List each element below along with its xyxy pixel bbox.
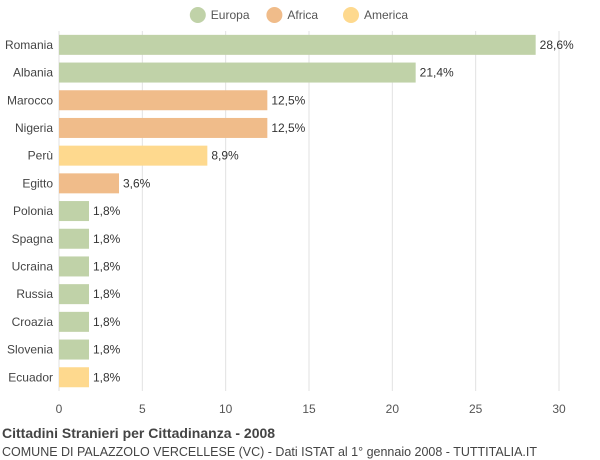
bar-chart: Romania 28,6% Albania 21,4% Marocco 12,5% Nige… (5, 7, 574, 416)
value-label: 1,8% (93, 370, 121, 384)
bar-spagna (59, 228, 89, 249)
bar-albania (59, 62, 416, 83)
category-label: Marocco (7, 93, 53, 107)
category-label: Ucraina (12, 259, 54, 273)
bars (59, 34, 536, 388)
category-label: Russia (16, 287, 53, 301)
bar-slovenia (59, 339, 89, 360)
category-label: Nigeria (15, 121, 53, 135)
legend-swatch-africa (266, 7, 283, 23)
value-label: 28,6% (540, 38, 574, 52)
value-label: 21,4% (420, 66, 454, 80)
value-label: 12,5% (271, 93, 305, 107)
value-label: 3,6% (123, 176, 151, 190)
x-tick-label: 20 (386, 402, 400, 416)
x-axis-ticks: 0 5 10 15 20 25 30 (56, 402, 566, 416)
legend-swatch-europa (189, 7, 206, 23)
bar-romania (59, 34, 536, 55)
bar-perù (59, 145, 208, 166)
x-tick-label: 30 (552, 402, 566, 416)
bar-egitto (59, 173, 119, 194)
value-label: 1,8% (93, 315, 121, 329)
value-label: 1,8% (93, 259, 121, 273)
category-label: Egitto (22, 176, 53, 190)
legend: Europa Africa America (189, 7, 408, 23)
legend-label-africa: Africa (287, 8, 318, 22)
x-tick-label: 15 (302, 402, 316, 416)
value-label: 1,8% (93, 287, 121, 301)
value-label: 1,8% (93, 232, 121, 246)
bar-ecuador (59, 367, 89, 388)
category-label: Spagna (12, 232, 54, 246)
legend-label-america: America (364, 8, 408, 22)
chart-title: Cittadini Stranieri per Cittadinanza - 2… (2, 425, 276, 441)
bar-polonia (59, 201, 89, 222)
category-label: Slovenia (7, 343, 53, 357)
category-label: Ecuador (8, 370, 53, 384)
category-label: Croazia (12, 315, 54, 329)
legend-label-europa: Europa (211, 8, 250, 22)
category-label: Albania (13, 66, 53, 80)
x-tick-label: 5 (139, 402, 146, 416)
chart-subtitle: COMUNE DI PALAZZOLO VERCELLESE (VC) - Da… (2, 445, 538, 459)
x-tick-label: 10 (219, 402, 233, 416)
category-label: Polonia (13, 204, 53, 218)
bar-russia (59, 284, 89, 305)
labels: Romania 28,6% Albania 21,4% Marocco 12,5% Nige… (5, 38, 574, 384)
bar-nigeria (59, 117, 268, 138)
grid-lines (58, 31, 560, 391)
category-label: Romania (5, 38, 53, 52)
bar-marocco (59, 90, 268, 111)
legend-swatch-america (343, 7, 359, 23)
x-tick-label: 25 (469, 402, 483, 416)
bar-croazia (59, 311, 89, 332)
value-label: 12,5% (271, 121, 305, 135)
value-label: 8,9% (211, 149, 239, 163)
x-tick-label: 0 (56, 402, 63, 416)
value-label: 1,8% (93, 204, 121, 218)
bar-ucraina (59, 256, 89, 277)
value-label: 1,8% (93, 343, 121, 357)
category-label: Perù (28, 149, 53, 163)
